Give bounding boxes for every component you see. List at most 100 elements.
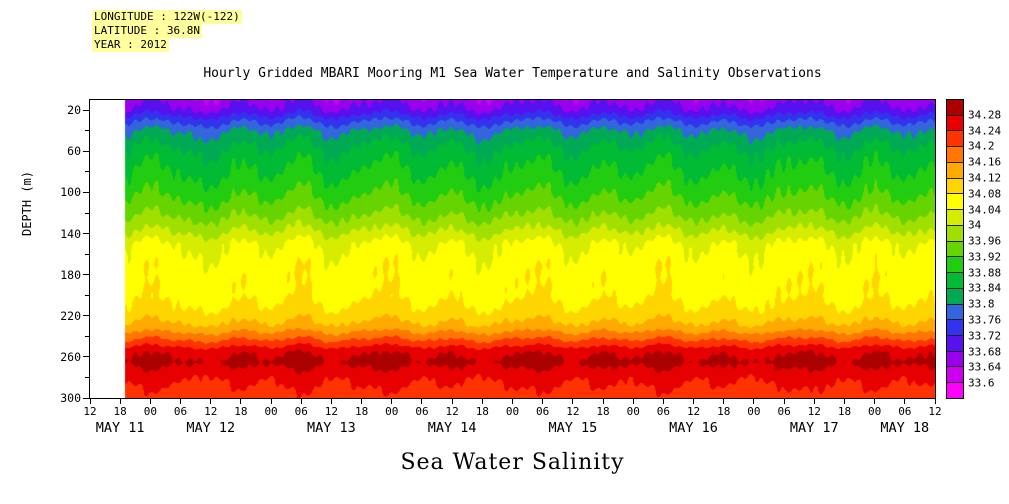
x-tick-mark xyxy=(542,399,544,404)
x-day-label: MAY 14 xyxy=(427,420,477,436)
y-tick-mark xyxy=(83,191,89,193)
y-minor-tick-mark xyxy=(85,130,89,132)
x-tick-label: 06 xyxy=(294,405,308,418)
x-tick-label: 00 xyxy=(747,405,761,418)
colorbar-segment xyxy=(947,240,963,257)
colorbar-label: 33.88 xyxy=(968,266,1002,280)
colorbar-label: 33.84 xyxy=(968,281,1002,295)
y-tick-mark xyxy=(83,233,89,235)
x-day-label: MAY 13 xyxy=(307,420,356,436)
colorbar-label: 34.24 xyxy=(968,124,1002,138)
colorbar-segment xyxy=(947,100,963,115)
colorbar-segment xyxy=(947,193,963,210)
x-tick-label: 12 xyxy=(928,405,942,418)
y-minor-tick-mark xyxy=(85,212,89,214)
x-tick-mark xyxy=(632,399,634,404)
x-tick-label: 00 xyxy=(264,405,278,418)
colorbar-segment xyxy=(947,146,963,162)
colorbar-segment xyxy=(947,335,963,351)
x-tick-label: 18 xyxy=(234,405,248,418)
x-tick-label: 06 xyxy=(173,405,188,418)
x-tick-label: 18 xyxy=(113,405,127,418)
x-tick-mark xyxy=(240,399,242,404)
x-tick-label: 06 xyxy=(415,405,429,418)
colorbar-segment xyxy=(947,350,963,367)
colorbar-label: 34 xyxy=(968,218,982,232)
longitude-label: LONGITUDE : 122W(-122) xyxy=(92,10,242,24)
colorbar-label: 33.76 xyxy=(968,313,1002,327)
colorbar-label: 33.68 xyxy=(968,345,1002,359)
x-tick-mark xyxy=(662,399,664,404)
plot-frame xyxy=(89,99,936,399)
colorbar-segment xyxy=(947,256,963,273)
x-tick-label: 18 xyxy=(837,405,852,418)
x-tick-label: 12 xyxy=(566,405,580,418)
x-tick-mark xyxy=(693,399,695,404)
colorbar-label: 33.72 xyxy=(968,329,1002,343)
x-tick-label: 12 xyxy=(445,405,459,418)
plot-title: Hourly Gridded MBARI Mooring M1 Sea Wate… xyxy=(203,66,822,81)
x-tick-mark xyxy=(149,399,151,404)
x-tick-label: 18 xyxy=(596,405,610,418)
colorbar-segment xyxy=(947,303,963,320)
colorbar-label: 33.6 xyxy=(968,376,995,390)
header-info: LONGITUDE : 122W(-122) LATITUDE : 36.8N … xyxy=(92,10,242,52)
y-tick-label: 300 xyxy=(60,391,81,405)
x-tick-mark xyxy=(843,399,845,404)
x-tick-label: 00 xyxy=(626,405,640,418)
x-tick-label: 00 xyxy=(868,405,882,418)
x-day-label: MAY 11 xyxy=(95,420,145,436)
colorbar-label: 34.16 xyxy=(968,155,1002,169)
colorbar-label: 33.64 xyxy=(968,360,1002,374)
y-minor-tick-mark xyxy=(85,253,89,255)
x-tick-mark xyxy=(723,399,725,404)
y-tick-mark xyxy=(83,356,89,358)
y-tick-label: 100 xyxy=(60,185,81,200)
x-tick-mark xyxy=(270,399,272,404)
x-tick-label: 12 xyxy=(686,405,701,418)
x-tick-label: 12 xyxy=(83,405,97,418)
x-tick-label: 12 xyxy=(807,405,821,418)
x-tick-mark xyxy=(512,399,513,404)
x-tick-label: 00 xyxy=(385,405,399,418)
x-tick-mark xyxy=(300,399,302,404)
x-tick-mark xyxy=(904,399,906,404)
x-tick-mark xyxy=(421,399,423,404)
x-tick-label: 06 xyxy=(898,405,912,418)
y-tick-label: 20 xyxy=(67,103,81,118)
latitude-label: LATITUDE : 36.8N xyxy=(92,24,202,38)
x-tick-mark xyxy=(361,399,363,404)
colorbar-segment xyxy=(947,224,963,241)
x-tick-mark xyxy=(874,399,876,404)
x-tick-mark xyxy=(783,399,785,404)
x-tick-mark xyxy=(180,399,182,404)
y-tick-label: 180 xyxy=(60,267,81,282)
y-minor-tick-mark xyxy=(85,171,89,173)
colorbar-segment xyxy=(947,177,963,194)
colorbar-label: 33.92 xyxy=(968,250,1002,264)
colorbar-segment xyxy=(947,209,963,225)
y-tick-label: 140 xyxy=(60,226,81,241)
y-minor-tick-mark xyxy=(85,294,89,296)
x-tick-mark xyxy=(572,399,574,404)
x-tick-mark xyxy=(391,399,393,404)
x-tick-label: 12 xyxy=(324,405,339,418)
colorbar-label: 33.8 xyxy=(968,297,995,311)
y-tick-mark xyxy=(83,274,89,276)
x-day-label: MAY 15 xyxy=(548,420,598,436)
colorbar-segment xyxy=(947,272,963,288)
x-tick-mark xyxy=(753,399,755,404)
x-tick-label: 18 xyxy=(475,405,489,418)
y-minor-tick-mark xyxy=(85,376,89,378)
x-tick-mark xyxy=(481,399,483,404)
footer-title: Sea Water Salinity xyxy=(400,450,625,475)
x-tick-mark xyxy=(119,399,121,404)
colorbar-label: 34.08 xyxy=(968,187,1002,201)
x-tick-label: 06 xyxy=(656,405,671,418)
x-tick-mark xyxy=(89,399,91,404)
y-axis-label: DEPTH (m) xyxy=(20,170,34,236)
x-day-label: MAY 17 xyxy=(789,420,839,436)
y-tick-label: 60 xyxy=(67,144,81,159)
x-tick-mark xyxy=(451,399,453,404)
